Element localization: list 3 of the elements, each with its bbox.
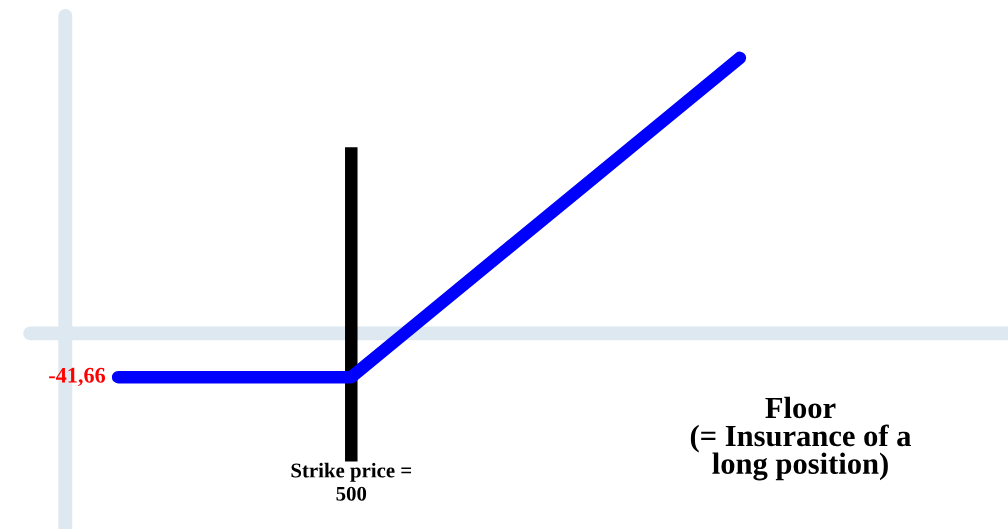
annotation: -41,66 bbox=[49, 367, 106, 386]
text: Strike price = 500 bbox=[291, 462, 412, 501]
text: Floor (= Insurance of a long position) bbox=[690, 396, 912, 481]
